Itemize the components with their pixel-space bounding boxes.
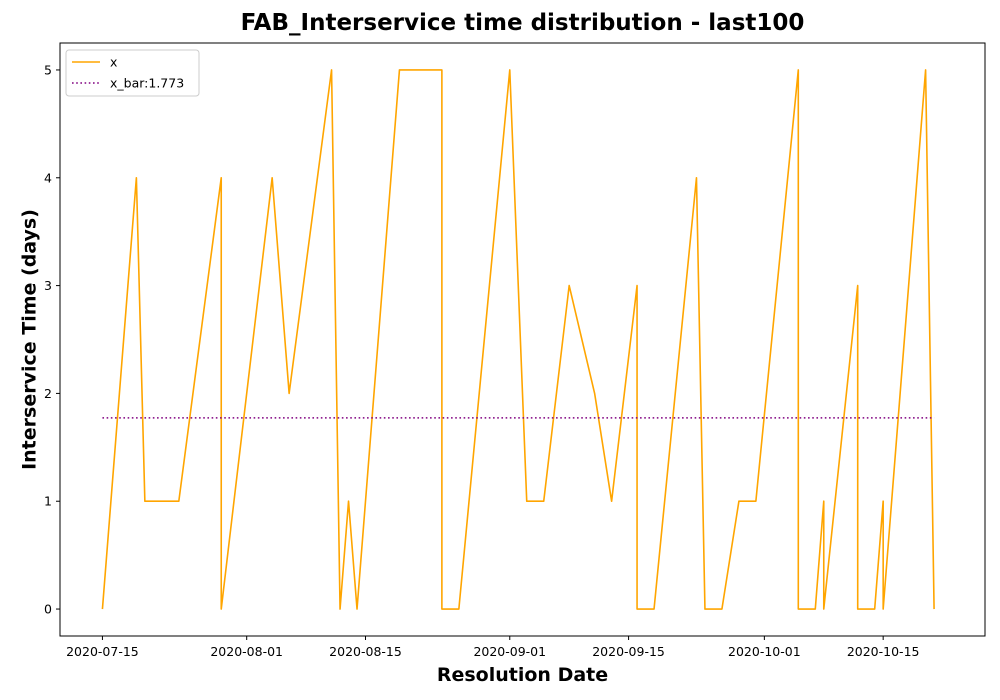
y-tick-label: 4 — [44, 170, 52, 185]
chart-title: FAB_Interservice time distribution - las… — [240, 10, 805, 36]
y-tick-label: 0 — [44, 602, 52, 617]
y-axis: 0 1 2 3 4 5 — [44, 62, 60, 617]
x-tick-label: 2020-10-01 — [728, 644, 801, 659]
x-tick-label: 2020-08-01 — [210, 644, 283, 659]
plot-frame — [59, 42, 986, 637]
x-axis-label: Resolution Date — [437, 664, 608, 686]
x-tick-label: 2020-07-15 — [66, 644, 139, 659]
x-tick-label: 2020-10-15 — [847, 644, 920, 659]
legend-label: x_bar:1.773 — [110, 76, 184, 91]
x-tick-label: 2020-09-01 — [473, 644, 546, 659]
x-tick-label: 2020-08-15 — [329, 644, 402, 659]
x-axis: 2020-07-15 2020-08-01 2020-08-15 2020-09-01… — [66, 636, 919, 659]
y-tick-label: 1 — [44, 494, 52, 509]
y-tick-label: 3 — [44, 278, 52, 293]
y-tick-label: 2 — [44, 386, 52, 401]
x-tick-label: 2020-09-15 — [592, 644, 665, 659]
y-axis-label: Interservice Time (days) — [19, 209, 41, 470]
legend-label: x — [110, 55, 117, 70]
series-lines — [101, 69, 935, 610]
series-line-x — [101, 69, 935, 610]
y-tick-label: 5 — [44, 62, 52, 77]
legend: x x_bar:1.773 — [65, 49, 200, 97]
